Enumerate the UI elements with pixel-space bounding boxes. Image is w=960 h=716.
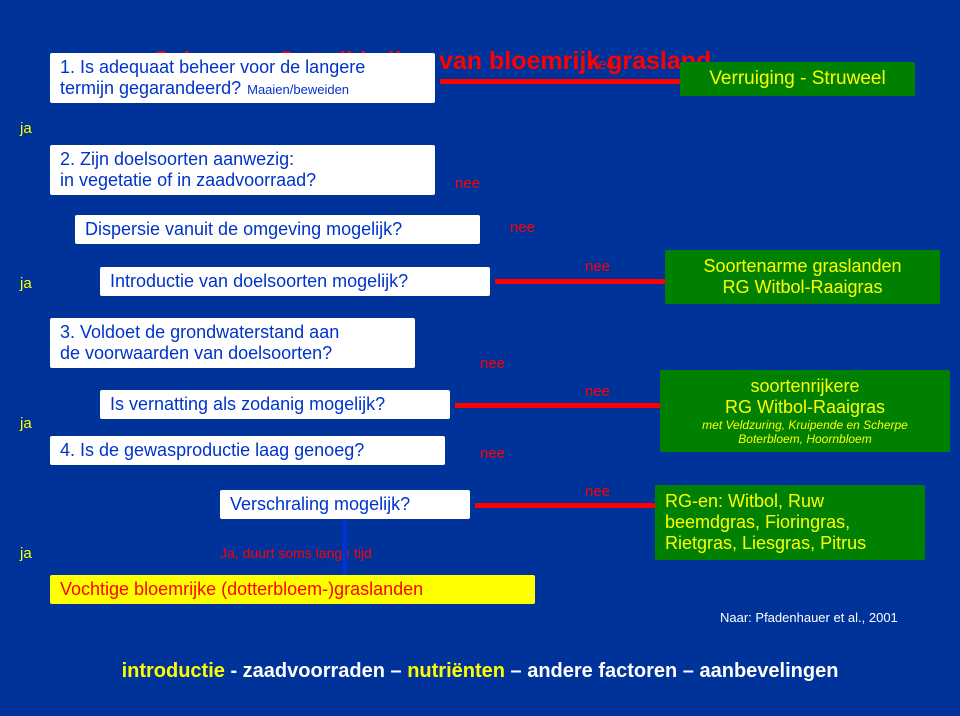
result-final-text: Vochtige bloemrijke (dotterbloem-)grasla…: [60, 579, 423, 599]
q2c-text: Introductie van doelsoorten mogelijk?: [110, 271, 408, 291]
ja-q4: ja: [20, 545, 32, 562]
ja-q2: ja: [20, 275, 32, 292]
footer-p4: – andere factoren – aanbevelingen: [505, 660, 838, 682]
g4-line1: RG-en: Witbol, Ruw: [665, 491, 915, 512]
citation: Naar: Pfadenhauer et al., 2001: [720, 610, 898, 625]
nee-q2c: nee: [585, 258, 610, 275]
result-soortenrijkere: soortenrijkere RG Witbol-Raaigras met Ve…: [660, 370, 950, 452]
g1-text: Verruiging - Struweel: [709, 68, 885, 89]
nee-q1: nee: [590, 56, 615, 73]
ja-q1: ja: [20, 120, 32, 137]
nee-q4: nee: [480, 445, 505, 462]
question-2: 2. Zijn doelsoorten aanwezig: in vegetat…: [50, 145, 435, 195]
q3-line2: de voorwaarden van doelsoorten?: [60, 343, 405, 364]
g3-line2: RG Witbol-Raaigras: [670, 397, 940, 418]
q1-suffix: Maaien/beweiden: [247, 82, 349, 97]
question-2c: Introductie van doelsoorten mogelijk?: [100, 267, 490, 296]
g2-line1: Soortenarme graslanden: [675, 256, 930, 277]
q4c-text: Ja, duurt soms lange tijd: [220, 545, 372, 561]
question-4: 4. Is de gewasproductie laag genoeg?: [50, 436, 445, 465]
question-2b: Dispersie vanuit de omgeving mogelijk?: [75, 215, 480, 244]
g4-line3: Rietgras, Liesgras, Pitrus: [665, 533, 915, 554]
q4-text: 4. Is de gewasproductie laag genoeg?: [60, 440, 364, 460]
nee-q4b: nee: [585, 483, 610, 500]
q1-line2: termijn gegarandeerd?: [60, 78, 241, 99]
q2b-text: Dispersie vanuit de omgeving mogelijk?: [85, 219, 402, 239]
nee-q3b: nee: [585, 383, 610, 400]
question-1: 1. Is adequaat beheer voor de langere te…: [50, 53, 435, 103]
connector-q3b-g3: [455, 403, 660, 408]
result-verruiging: Verruiging - Struweel: [680, 62, 915, 96]
result-final: Vochtige bloemrijke (dotterbloem-)grasla…: [50, 575, 535, 604]
question-3: 3. Voldoet de grondwaterstand aan de voo…: [50, 318, 415, 368]
g4-line2: beemdgras, Fioringras,: [665, 512, 915, 533]
result-rg-en: RG-en: Witbol, Ruw beemdgras, Fioringras…: [655, 485, 925, 560]
ja-q3: ja: [20, 415, 32, 432]
q2-line1: 2. Zijn doelsoorten aanwezig:: [60, 149, 425, 170]
footer-nav: introductie - zaadvoorraden – nutriënten…: [0, 660, 960, 706]
footer-p3: nutriënten: [407, 660, 505, 682]
footer-p2: - zaadvoorraden –: [225, 660, 407, 682]
connector-q4b-down: [342, 520, 347, 575]
connector-q4b-g4: [475, 503, 655, 508]
q2-line2: in vegetatie of in zaadvoorraad?: [60, 170, 425, 191]
nee-q2: nee: [455, 175, 480, 192]
g3-sub1: met Veldzuring, Kruipende en Scherpe: [670, 418, 940, 432]
question-3b: Is vernatting als zodanig mogelijk?: [100, 390, 450, 419]
g3-sub2: Boterbloem, Hoornbloem: [670, 432, 940, 446]
footer-p1: introductie: [122, 660, 225, 682]
question-4b: Verschraling mogelijk?: [220, 490, 470, 519]
q3b-text: Is vernatting als zodanig mogelijk?: [110, 394, 385, 414]
result-soortenarme: Soortenarme graslanden RG Witbol-Raaigra…: [665, 250, 940, 304]
connector-q2c-g2: [495, 279, 665, 284]
g3-line1: soortenrijkere: [670, 376, 940, 397]
nee-q3: nee: [480, 355, 505, 372]
q3-line1: 3. Voldoet de grondwaterstand aan: [60, 322, 405, 343]
connector-q1-g1: [440, 79, 680, 84]
diagram-page: Schema – Ontwikkeling van bloemrijk gras…: [0, 0, 960, 716]
q4b-text: Verschraling mogelijk?: [230, 494, 410, 514]
g2-line2: RG Witbol-Raaigras: [675, 277, 930, 298]
nee-q2b: nee: [510, 219, 535, 236]
q1-line1: 1. Is adequaat beheer voor de langere: [60, 57, 425, 78]
